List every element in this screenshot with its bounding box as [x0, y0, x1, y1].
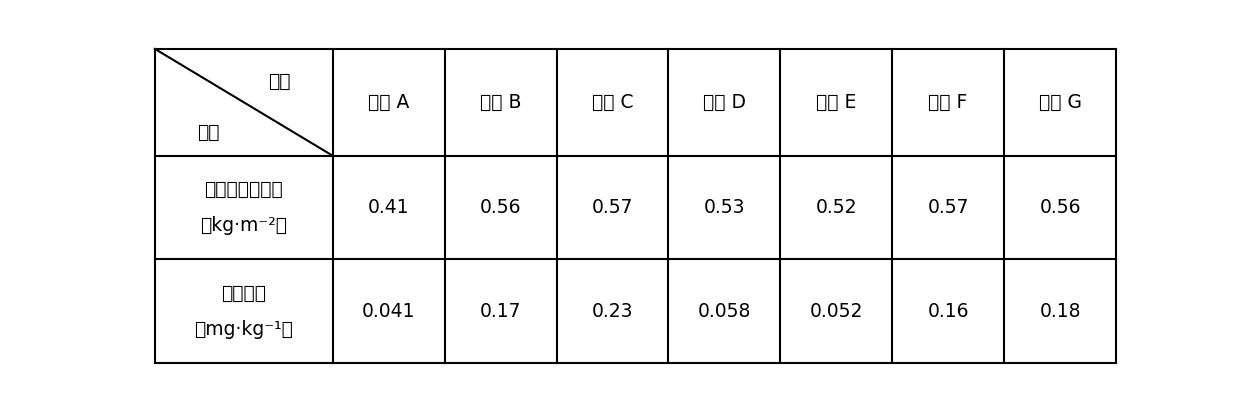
Text: 处理 G: 处理 G: [1039, 93, 1081, 112]
Text: 0.52: 0.52: [816, 198, 857, 217]
Text: 0.57: 0.57: [591, 198, 634, 217]
Text: 0.23: 0.23: [591, 302, 634, 321]
Text: 0.041: 0.041: [362, 302, 415, 321]
Text: 处理 B: 处理 B: [480, 93, 521, 112]
Text: 含量: 含量: [197, 123, 219, 142]
Text: 根部总汞: 根部总汞: [222, 284, 267, 303]
Text: （mg·kg⁻¹）: （mg·kg⁻¹）: [195, 320, 294, 339]
Text: 0.17: 0.17: [480, 302, 521, 321]
Text: 处理 E: 处理 E: [816, 93, 857, 112]
Text: 处理 F: 处理 F: [929, 93, 968, 112]
Text: 处理 C: 处理 C: [591, 93, 634, 112]
Text: 0.058: 0.058: [698, 302, 751, 321]
Text: 处理: 处理: [268, 71, 290, 91]
Text: 0.53: 0.53: [703, 198, 745, 217]
Text: 处理 D: 处理 D: [703, 93, 746, 112]
Text: （kg·m⁻²）: （kg·m⁻²）: [201, 216, 288, 235]
Text: 0.56: 0.56: [1039, 198, 1081, 217]
Text: 0.41: 0.41: [368, 198, 409, 217]
Text: 0.052: 0.052: [810, 302, 863, 321]
Text: 0.18: 0.18: [1039, 302, 1081, 321]
Text: 0.57: 0.57: [928, 198, 968, 217]
Text: 地上部分生物量: 地上部分生物量: [205, 180, 283, 199]
Text: 0.16: 0.16: [928, 302, 968, 321]
Text: 0.56: 0.56: [480, 198, 521, 217]
Text: 处理 A: 处理 A: [368, 93, 409, 112]
